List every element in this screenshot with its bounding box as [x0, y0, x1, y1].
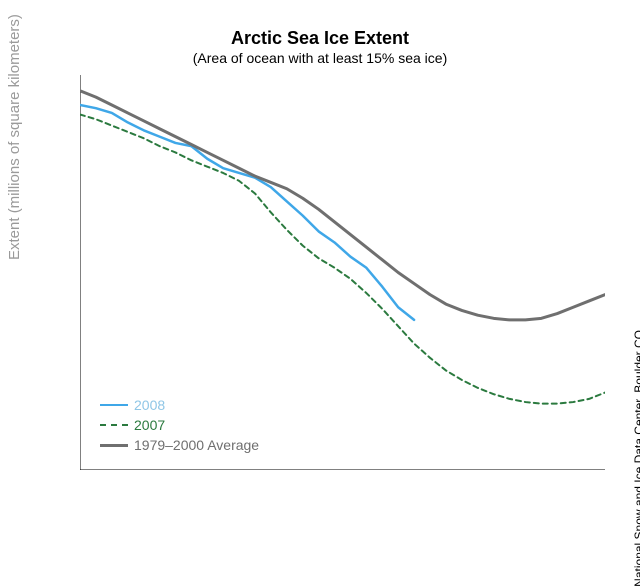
- chart-title: Arctic Sea Ice Extent: [0, 28, 640, 49]
- series-2007: [80, 115, 605, 404]
- legend-label: 2007: [134, 417, 165, 433]
- series-1979–2000 Average: [80, 91, 605, 320]
- legend-swatch: [100, 444, 128, 447]
- credit-text: National Snow and Ice Data Center, Bould…: [632, 330, 640, 587]
- legend-item: 2008: [100, 395, 259, 415]
- legend-swatch: [100, 404, 128, 406]
- chart-subtitle: (Area of ocean with at least 15% sea ice…: [0, 50, 640, 66]
- legend-label: 1979–2000 Average: [134, 437, 259, 453]
- legend: 2008 2007 1979–2000 Average: [100, 395, 259, 455]
- legend-label: 2008: [134, 397, 165, 413]
- chart-container: Arctic Sea Ice Extent (Area of ocean wit…: [0, 0, 640, 512]
- legend-item: 2007: [100, 415, 259, 435]
- legend-swatch: [100, 424, 128, 426]
- series-2008: [80, 105, 414, 320]
- y-axis-label: Extent (millions of square kilometers): [6, 14, 23, 260]
- legend-item: 1979–2000 Average: [100, 435, 259, 455]
